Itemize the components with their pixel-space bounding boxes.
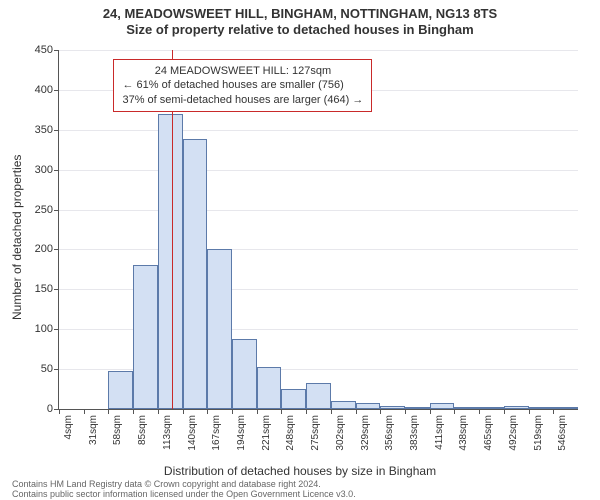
histogram-bar [331,401,356,409]
x-tick-mark [504,409,505,414]
y-tick-mark [54,50,59,51]
histogram-bar [158,114,183,409]
y-tick-mark [54,329,59,330]
histogram-bar [281,389,306,409]
x-tick-mark [306,409,307,414]
gridline [59,170,578,171]
y-tick-label: 400 [35,84,53,96]
y-tick-mark [54,90,59,91]
x-tick-label: 194sqm [236,415,247,451]
histogram-bar [133,265,158,409]
x-tick-label: 438sqm [458,415,469,451]
annotation-line: 24 MEADOWSWEET HILL: 127sqm [122,64,363,78]
x-tick-label: 546sqm [557,415,568,451]
histogram-bar [306,383,331,409]
x-tick-mark [529,409,530,414]
x-tick-mark [257,409,258,414]
histogram-bar [257,367,282,409]
histogram-bar [108,371,133,409]
x-tick-label: 302sqm [335,415,346,451]
histogram-bar [529,407,554,409]
x-tick-mark [207,409,208,414]
histogram-bar [207,249,232,409]
histogram-bar [380,406,405,409]
x-tick-mark [59,409,60,414]
gridline [59,210,578,211]
x-tick-mark [430,409,431,414]
x-tick-mark [405,409,406,414]
histogram-bar [232,339,257,409]
x-tick-mark [158,409,159,414]
x-tick-label: 465sqm [483,415,494,451]
histogram-bar [183,139,208,409]
x-tick-mark [479,409,480,414]
x-tick-label: 383sqm [409,415,420,451]
y-tick-mark [54,170,59,171]
x-tick-label: 4sqm [63,415,74,439]
x-tick-label: 411sqm [434,415,445,450]
y-tick-mark [54,289,59,290]
histogram-bar [479,407,504,409]
x-tick-label: 275sqm [310,415,321,451]
x-tick-mark [84,409,85,414]
y-tick-mark [54,249,59,250]
histogram-bar [553,407,578,409]
histogram-bar [405,407,430,409]
x-tick-label: 85sqm [137,415,148,445]
annotation-line: 37% of semi-detached houses are larger (… [122,93,363,107]
title-line-1: 24, MEADOWSWEET HILL, BINGHAM, NOTTINGHA… [0,6,600,22]
annotation-box: 24 MEADOWSWEET HILL: 127sqm← 61% of deta… [113,59,372,112]
y-tick-label: 250 [35,204,53,216]
gridline [59,249,578,250]
x-tick-label: 519sqm [533,415,544,451]
x-tick-mark [380,409,381,414]
x-tick-mark [331,409,332,414]
x-tick-label: 140sqm [187,415,198,451]
title-block: 24, MEADOWSWEET HILL, BINGHAM, NOTTINGHA… [0,6,600,39]
y-tick-label: 450 [35,44,53,56]
y-tick-label: 50 [41,363,53,375]
y-tick-mark [54,130,59,131]
x-tick-mark [454,409,455,414]
x-tick-mark [553,409,554,414]
x-tick-label: 113sqm [162,415,173,450]
y-tick-label: 350 [35,124,53,136]
x-axis-label: Distribution of detached houses by size … [0,464,600,478]
x-tick-label: 329sqm [360,415,371,451]
y-tick-mark [54,369,59,370]
y-axis-label: Number of detached properties [10,155,24,320]
x-tick-mark [108,409,109,414]
x-tick-label: 356sqm [384,415,395,451]
y-tick-label: 200 [35,243,53,255]
x-tick-label: 167sqm [211,415,222,451]
plot-area: 0501001502002503003504004504sqm31sqm58sq… [58,50,578,410]
histogram-bar [454,407,479,409]
y-tick-label: 100 [35,323,53,335]
footer-line-2: Contains public sector information licen… [12,489,356,500]
x-tick-mark [232,409,233,414]
x-tick-mark [183,409,184,414]
chart-container: 24, MEADOWSWEET HILL, BINGHAM, NOTTINGHA… [0,0,600,500]
histogram-bar [356,403,381,409]
x-tick-mark [133,409,134,414]
y-tick-label: 300 [35,164,53,176]
x-tick-mark [356,409,357,414]
annotation-line: ← 61% of detached houses are smaller (75… [122,78,363,92]
histogram-bar [430,403,455,409]
gridline [59,130,578,131]
y-tick-label: 0 [47,403,53,415]
x-tick-mark [281,409,282,414]
x-tick-label: 221sqm [261,415,272,451]
y-tick-label: 150 [35,283,53,295]
y-tick-mark [54,210,59,211]
x-tick-label: 58sqm [112,415,123,445]
x-tick-label: 492sqm [508,415,519,451]
x-tick-label: 248sqm [285,415,296,451]
gridline [59,50,578,51]
title-line-2: Size of property relative to detached ho… [0,22,600,38]
histogram-bar [504,406,529,409]
x-tick-label: 31sqm [88,415,99,445]
